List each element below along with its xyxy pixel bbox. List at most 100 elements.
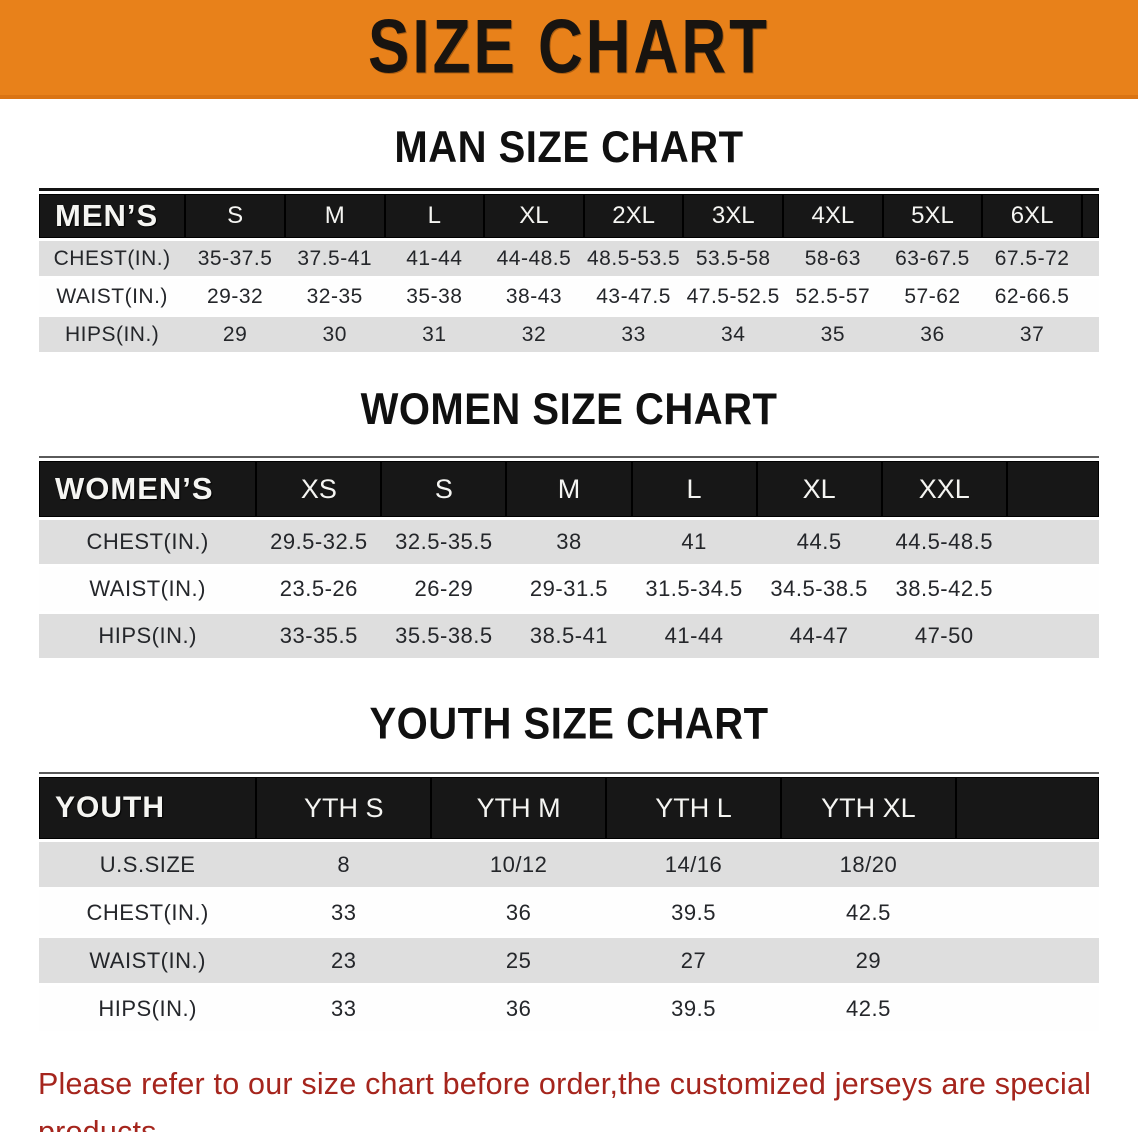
banner: SIZE CHART <box>0 0 1138 99</box>
women-size-table: WOMEN’S XS S M L XL XXL CHEST(IN.) 29.5-32.5 32.5… <box>39 456 1099 661</box>
women-section-heading: WOMEN SIZE CHART <box>360 384 778 435</box>
measurement-value: 29-31.5 <box>529 576 609 601</box>
measurement-value: 39.5 <box>671 899 716 925</box>
measurement-row-label: WAIST(IN.) <box>89 947 206 973</box>
size-column-header: XS <box>256 461 382 517</box>
row-spacer <box>1007 567 1099 611</box>
measurement-value: 38 <box>556 529 582 554</box>
measurement-value: 37.5-41 <box>297 246 373 270</box>
table-row: CHEST(IN.) 35-37.5 37.5-41 41-44 44-48.5 48.5… <box>39 241 1099 276</box>
size-column-header: XL <box>756 461 882 517</box>
measurement-value: 36 <box>505 995 532 1021</box>
measurement-value: 35 <box>820 322 846 346</box>
measurement-value: 57-62 <box>904 284 961 308</box>
youth-size-section: YOUTH SIZE CHART YOUTH YTH S YTH M YTH L YTH… <box>0 661 1138 1034</box>
measurement-value: 32 <box>521 322 547 346</box>
measurement-value: 35-37.5 <box>197 246 273 270</box>
measurement-value: 25 <box>505 947 532 973</box>
measurement-value: 52.5-57 <box>795 284 871 308</box>
measurement-value: 18/20 <box>839 851 898 877</box>
measurement-value: 31.5-34.5 <box>645 576 743 601</box>
measurement-value: 31 <box>422 322 447 346</box>
measurement-row-label: U.S.SIZE <box>99 851 196 877</box>
measurement-value: 38-43 <box>505 284 563 308</box>
measurement-value: 35-38 <box>406 284 463 308</box>
measurement-value: 26-29 <box>414 576 474 601</box>
measurement-value: 44-47 <box>789 623 849 648</box>
row-spacer <box>1007 520 1099 564</box>
disclaimer-line-1: Please refer to our size chart before or… <box>38 1067 1092 1132</box>
measurement-row-label: HIPS(IN.) <box>98 623 197 648</box>
table-group-label: YOUTH <box>39 777 257 839</box>
size-column-header: S <box>381 461 507 517</box>
measurement-value: 35.5-38.5 <box>395 623 493 648</box>
measurement-value: 42.5 <box>846 899 891 925</box>
row-spacer <box>956 986 1099 1031</box>
youth-size-table: YOUTH YTH S YTH M YTH L YTH XL U.S.SIZE 8 10/12… <box>39 772 1099 1034</box>
table-group-label: WOMEN’S <box>39 461 257 517</box>
size-column-header: L <box>631 461 757 517</box>
measurement-value: 23 <box>331 947 357 973</box>
measurement-value: 44.5 <box>796 529 842 554</box>
measurement-value: 33-35.5 <box>279 623 358 648</box>
measurement-value: 47.5-52.5 <box>686 284 780 308</box>
measurement-value: 23.5-26 <box>279 576 358 601</box>
measurement-value: 8 <box>337 851 351 877</box>
size-column-header: YTH M <box>431 777 607 839</box>
measurement-value: 36 <box>505 899 532 925</box>
measurement-value: 33 <box>621 322 646 346</box>
measurement-value: 41-44 <box>664 623 724 648</box>
size-column-header: YTH S <box>256 777 432 839</box>
header-spacer <box>1006 461 1099 517</box>
size-column-header: 6XL <box>982 194 1082 238</box>
table-row: U.S.SIZE 8 10/12 14/16 18/20 <box>39 842 1099 887</box>
size-column-header: M <box>506 461 632 517</box>
row-spacer <box>956 890 1099 935</box>
measurement-row-label: CHEST(IN.) <box>86 529 209 554</box>
measurement-value: 29 <box>855 947 882 973</box>
table-row: WAIST(IN.) 23 25 27 29 <box>39 938 1099 983</box>
page-title: SIZE CHART <box>368 5 770 90</box>
size-column-header: XL <box>484 194 584 238</box>
women-size-section: WOMEN SIZE CHART WOMEN’S XS S M L XL XXL CHEST(… <box>0 355 1138 661</box>
table-header-row: MEN’S S M L XL 2XL 3XL 4XL 5XL 6XL <box>39 194 1099 238</box>
measurement-row-label: HIPS(IN.) <box>98 995 197 1021</box>
size-column-header: YTH L <box>606 777 781 839</box>
measurement-row-label: WAIST(IN.) <box>89 576 206 601</box>
measurement-value: 29-32 <box>206 284 264 308</box>
measurement-value: 14/16 <box>664 851 723 877</box>
measurement-value: 32-35 <box>306 284 363 308</box>
table-header-row: WOMEN’S XS S M L XL XXL <box>39 461 1099 517</box>
measurement-value: 34 <box>721 322 746 346</box>
size-column-header: XXL <box>881 461 1007 517</box>
disclaimer: Please refer to our size chart before or… <box>38 1060 1113 1132</box>
men-size-table: MEN’S S M L XL 2XL 3XL 4XL 5XL 6XL CHEST(IN.) 35-37… <box>39 188 1099 355</box>
measurement-value: 44.5-48.5 <box>895 529 993 554</box>
measurement-value: 34.5-38.5 <box>770 576 868 601</box>
table-row: WAIST(IN.) 29-32 32-35 35-38 38-43 43-47.5 47.… <box>39 279 1099 314</box>
header-spacer <box>1081 194 1099 238</box>
measurement-value: 58-63 <box>804 246 861 270</box>
table-row: HIPS(IN.) 29 30 31 32 33 34 35 36 37 <box>39 317 1099 352</box>
row-spacer <box>1007 614 1099 658</box>
row-spacer <box>1082 317 1099 352</box>
measurement-value: 44-48.5 <box>496 246 572 270</box>
header-spacer <box>955 777 1099 839</box>
table-row: HIPS(IN.) 33 36 39.5 42.5 <box>39 986 1099 1031</box>
measurement-value: 53.5-58 <box>695 246 771 270</box>
measurement-value: 38.5-42.5 <box>895 576 993 601</box>
table-row: CHEST(IN.) 33 36 39.5 42.5 <box>39 890 1099 935</box>
men-size-section: MAN SIZE CHART MEN’S S M L XL 2XL 3XL 4XL 5XL 6XL… <box>0 99 1138 355</box>
size-column-header: 5XL <box>882 194 983 238</box>
men-section-heading: MAN SIZE CHART <box>394 122 744 173</box>
row-spacer <box>956 938 1099 983</box>
measurement-value: 10/12 <box>489 851 548 877</box>
measurement-value: 32.5-35.5 <box>395 529 493 554</box>
measurement-value: 29 <box>222 322 248 346</box>
measurement-row-label: CHEST(IN.) <box>86 899 209 925</box>
measurement-value: 41-44 <box>406 246 463 270</box>
measurement-value: 41 <box>681 529 707 554</box>
youth-section-heading: YOUTH SIZE CHART <box>369 699 769 749</box>
measurement-value: 42.5 <box>846 995 891 1021</box>
